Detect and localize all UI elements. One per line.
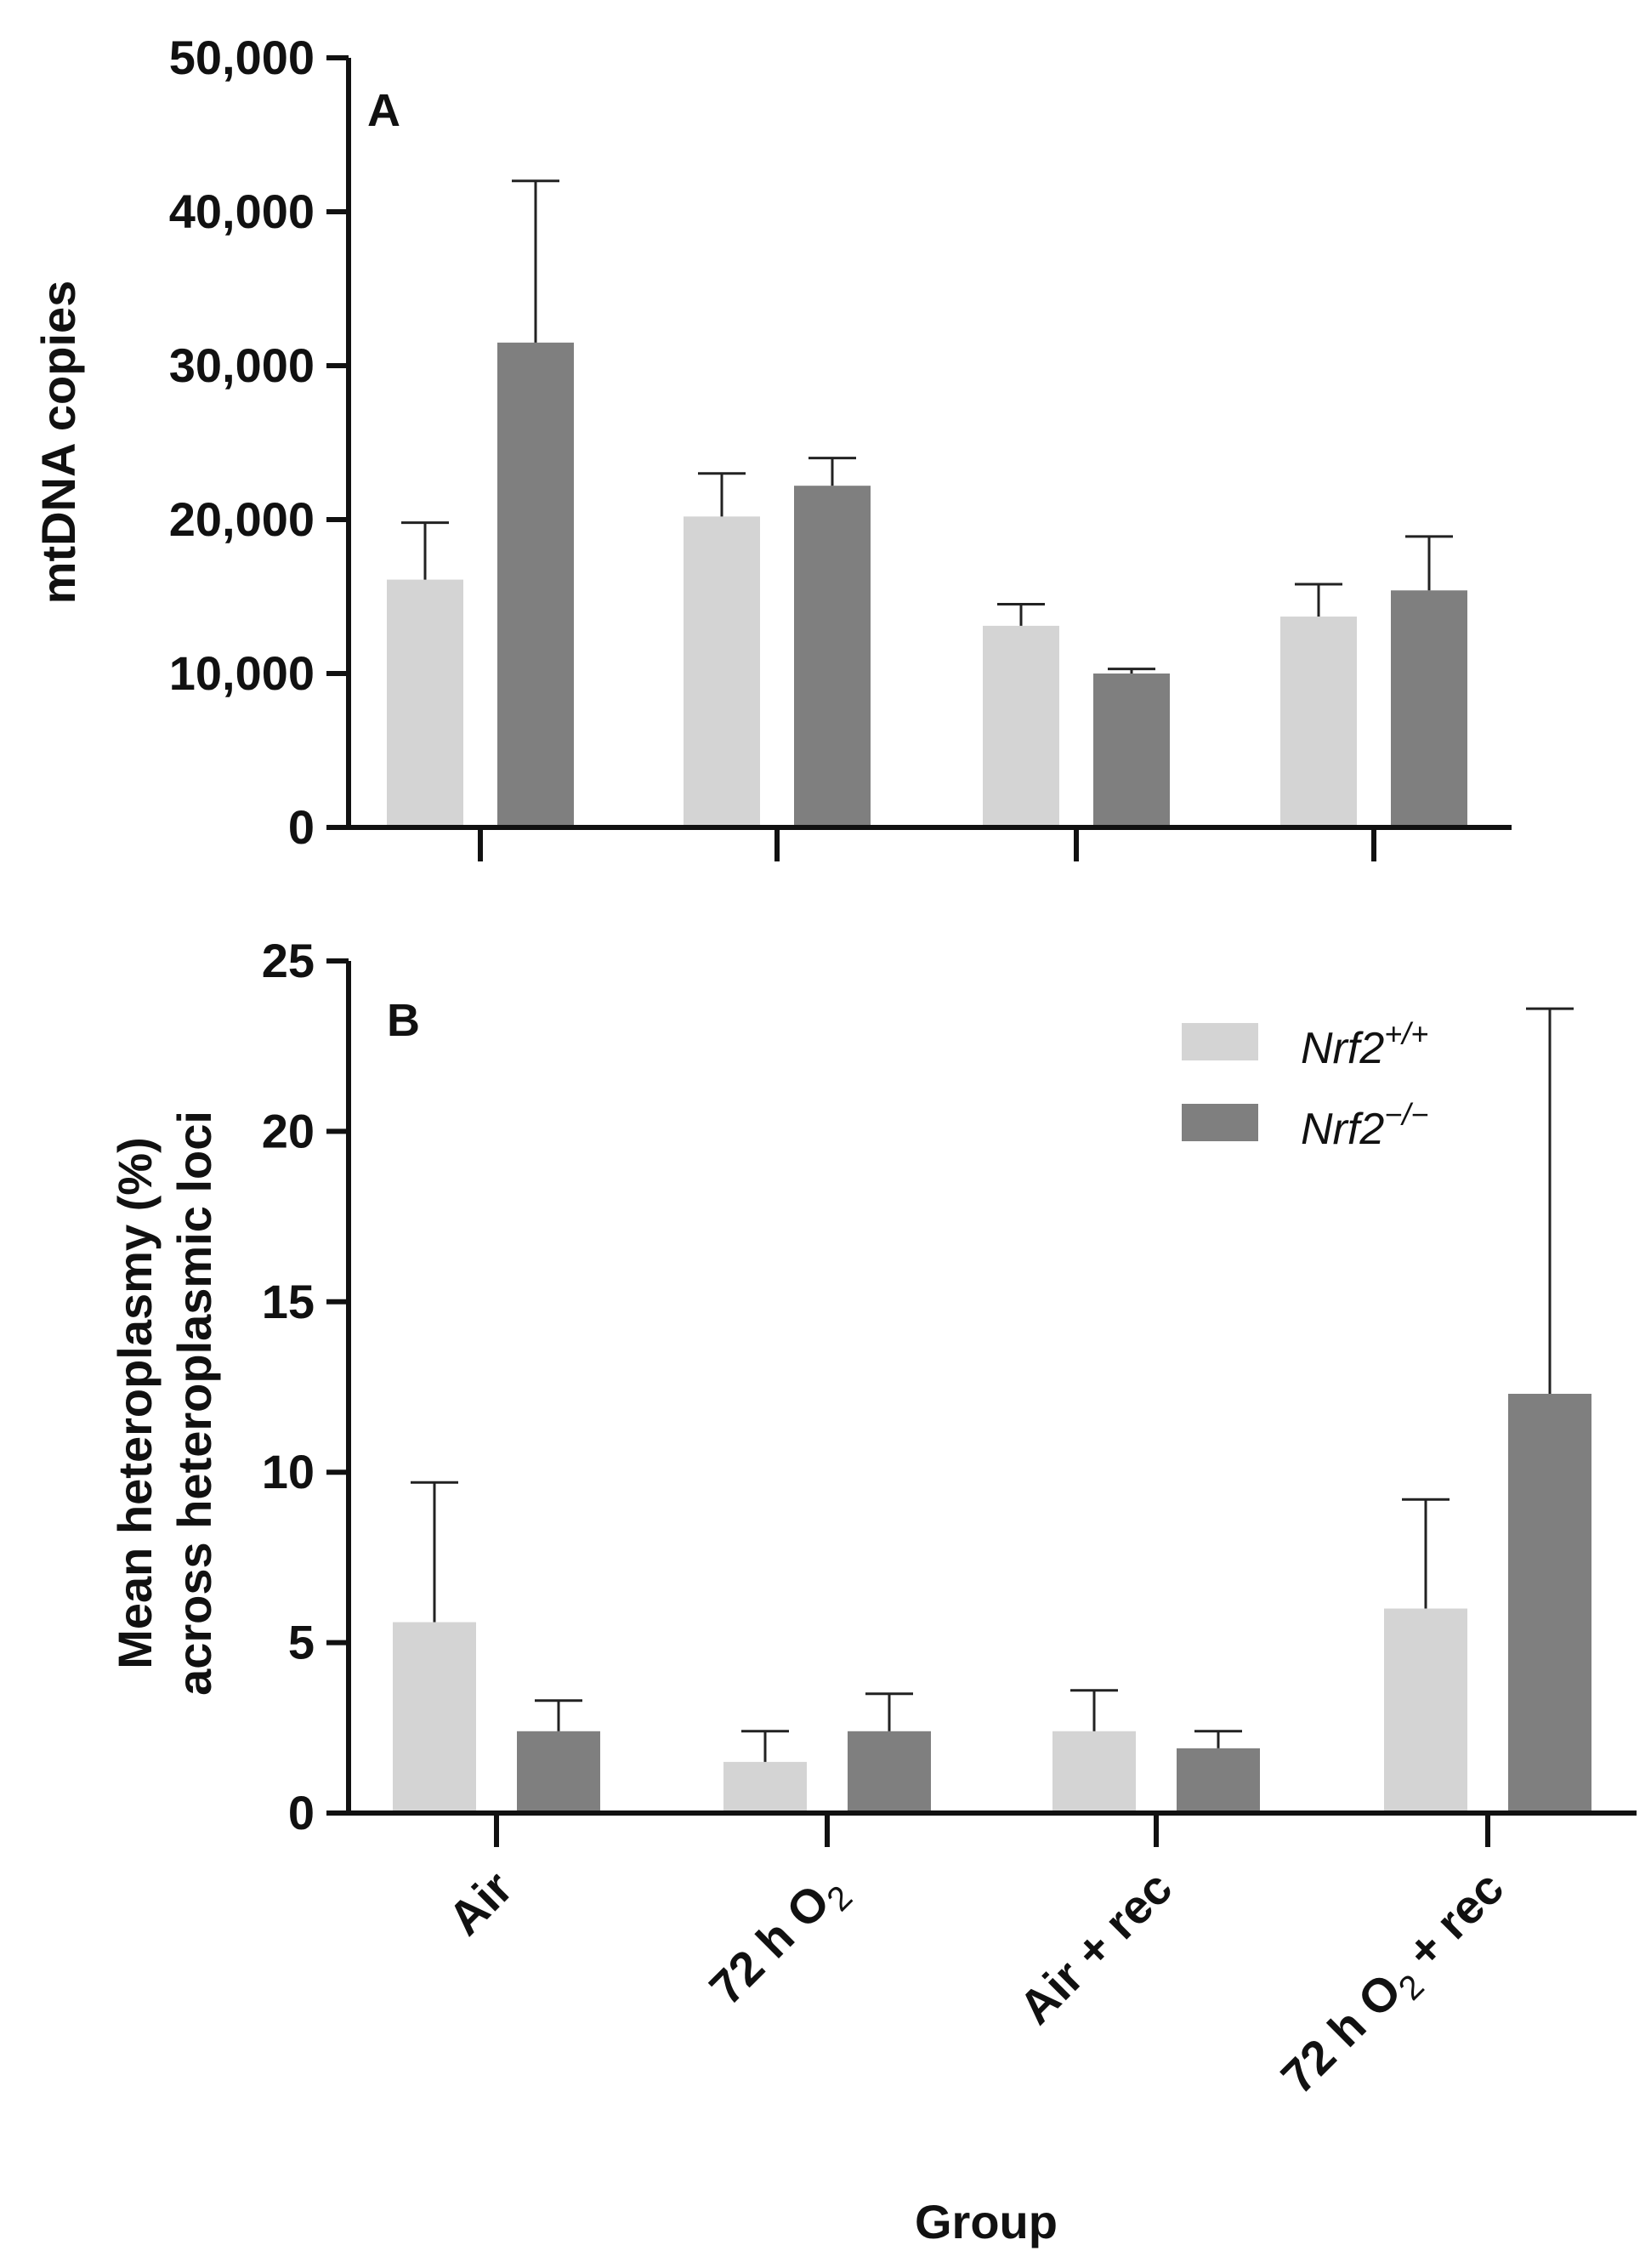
x-category-label-1: 72 h O2: [699, 1861, 860, 2021]
panel-b-bar-wildtype-3: [1384, 1608, 1467, 1813]
panel-b-y-tick-label-5: 25: [262, 934, 315, 987]
panel-b-error-bar-wildtype-3: [1402, 1498, 1450, 1609]
panel-a-error-bar-knockout-3: [1405, 535, 1453, 591]
panel-a-y-tick-label-5: 50,000: [169, 31, 315, 84]
panel-b-y-tick-label-1: 5: [288, 1616, 315, 1669]
x-category-label-0: Air: [438, 1861, 523, 1946]
panel-a-bar-wildtype-3: [1280, 617, 1357, 827]
panel-b-y-tick-label-0: 0: [288, 1786, 315, 1839]
panel-b-y-tick-label-3: 15: [262, 1275, 315, 1328]
panel-b-bar-knockout-2: [1177, 1748, 1260, 1813]
panel-a-bar-knockout-3: [1391, 590, 1467, 827]
panel-b-error-bar-wildtype-0: [411, 1481, 458, 1623]
panel-b-error-bar-knockout-2: [1194, 1730, 1242, 1748]
panel-a-error-bar-wildtype-1: [698, 472, 746, 517]
panel-a-bar-knockout-0: [497, 342, 574, 828]
panel-a-y-tick-label-4: 40,000: [169, 185, 315, 238]
panel-a-bar-wildtype-0: [387, 579, 463, 827]
panel-b-y-axis-title-line1: Mean heteroplasmy (%): [108, 1137, 162, 1669]
panel-b-bar-wildtype-2: [1052, 1731, 1136, 1813]
legend-label-knockout: Nrf2−/−: [1301, 1097, 1428, 1154]
panel-a-bar-knockout-2: [1093, 674, 1170, 827]
x-category-label-text: 72 h O: [1271, 1963, 1412, 2104]
panel-a-error-bar-wildtype-0: [401, 521, 449, 580]
legend: Nrf2+/+ Nrf2−/−: [1182, 1016, 1428, 1154]
panel-b-bar-knockout-0: [517, 1731, 600, 1813]
x-category-label-2: Air + rec: [1008, 1861, 1182, 2034]
x-category-label-3: 72 h O2 + rec: [1271, 1861, 1521, 2111]
panel-b-label: B: [387, 995, 420, 1046]
panel-a-y-tick-label-0: 0: [288, 800, 315, 854]
panel-a-label: A: [367, 85, 400, 136]
panel-b-y-tick-label-4: 20: [262, 1104, 315, 1157]
panel-b-bar-knockout-3: [1508, 1394, 1591, 1813]
x-category-label-tail: + rec: [1387, 1861, 1513, 1987]
panel-b-error-bar-knockout-1: [865, 1692, 913, 1731]
legend-label-wildtype: Nrf2+/+: [1301, 1016, 1428, 1073]
panel-b-error-bar-wildtype-2: [1070, 1689, 1118, 1731]
legend-swatch-knockout: [1182, 1104, 1258, 1141]
panel-a-bar-knockout-1: [794, 486, 871, 827]
panel-a-bar-wildtype-1: [684, 516, 760, 827]
panel-a-error-bar-knockout-1: [808, 457, 856, 486]
x-axis-title: Group: [915, 2195, 1058, 2248]
panel-a-y-axis-title: mtDNA copies: [31, 281, 85, 605]
panel-b-error-bar-wildtype-1: [741, 1730, 789, 1762]
panel-b-bar-knockout-1: [848, 1731, 931, 1813]
x-category-label-text: 72 h O: [699, 1874, 840, 2015]
panel-b-chart: B Mean heteroplasmy (%) across heteropla…: [108, 934, 1637, 2248]
panel-b-y-axis-title-line2: across heteroplasmic loci: [167, 1111, 221, 1696]
panel-a-y-tick-label-3: 30,000: [169, 338, 315, 392]
panel-b-bar-wildtype-0: [393, 1622, 476, 1813]
panel-a-bar-wildtype-2: [983, 625, 1059, 827]
panel-a-y-tick-label-1: 10,000: [169, 646, 315, 700]
panel-b-bar-wildtype-1: [723, 1761, 807, 1813]
panel-a-error-bar-wildtype-2: [997, 603, 1045, 626]
x-category-label-text: Air + rec: [1008, 1861, 1182, 2034]
legend-swatch-wildtype: [1182, 1023, 1258, 1060]
panel-a-y-tick-label-2: 20,000: [169, 492, 315, 546]
panel-b-y-tick-label-2: 10: [262, 1445, 315, 1498]
panel-a-chart: A mtDNA copies 0 10,000 20,000 30,000 40,000…: [31, 31, 1512, 861]
panel-a-error-bar-knockout-0: [512, 179, 559, 343]
panel-a-error-bar-wildtype-3: [1295, 583, 1342, 617]
panel-b-error-bar-knockout-3: [1526, 1007, 1574, 1395]
panel-a-error-bar-knockout-2: [1108, 668, 1155, 674]
x-category-label-text: Air: [438, 1861, 523, 1946]
panel-b-error-bar-knockout-0: [535, 1699, 582, 1731]
